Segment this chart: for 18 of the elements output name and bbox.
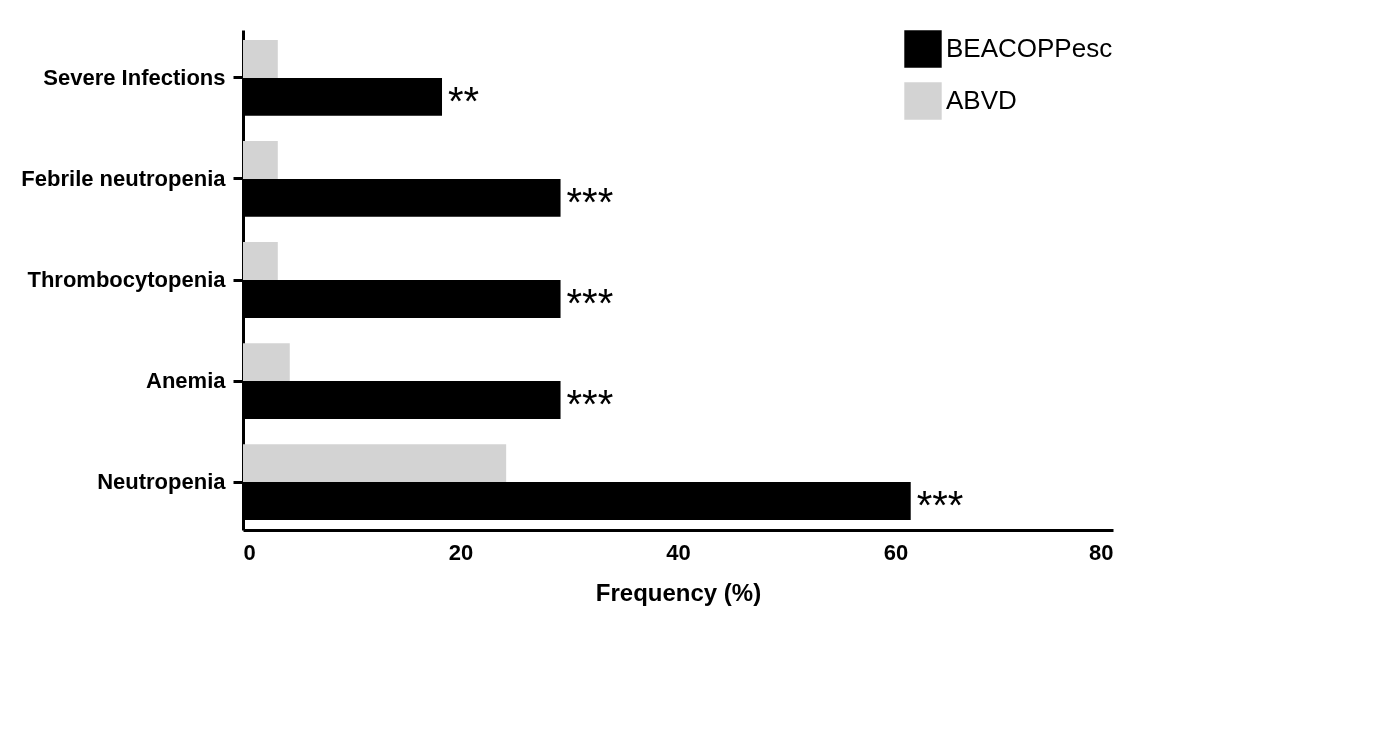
- legend-label: ABVD: [946, 85, 1017, 115]
- y-tick-label: Severe Infections: [43, 64, 226, 90]
- annotation: **: [448, 78, 480, 123]
- legend-label: BEACOPPesc: [946, 33, 1113, 63]
- x-axis-title: Frequency (%): [595, 578, 762, 606]
- y-tick-label: Neutropenia: [97, 469, 227, 495]
- annotation: ***: [566, 179, 614, 224]
- x-tick-label: 80: [1089, 539, 1114, 565]
- x-tick-label: 20: [448, 539, 474, 565]
- annotation: ***: [566, 381, 614, 426]
- y-tick-label: Anemia: [146, 368, 227, 394]
- y-tick-label: Febrile neutropenia: [21, 165, 227, 191]
- x-tick-label: 0: [243, 539, 256, 565]
- x-tick-label: 40: [666, 539, 691, 565]
- annotation: ***: [566, 280, 614, 325]
- annotation: ***: [916, 482, 964, 527]
- y-tick-label: Thrombocytopenia: [27, 267, 227, 292]
- x-tick-label: 60: [883, 539, 909, 565]
